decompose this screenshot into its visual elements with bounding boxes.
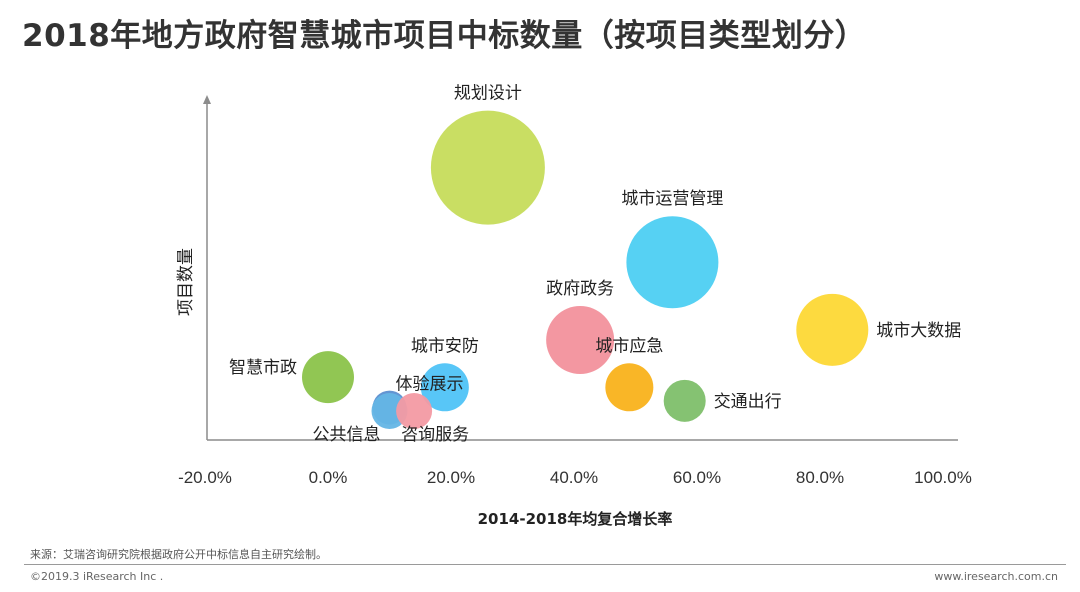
source-note: 来源：艾瑞咨询研究院根据政府公开中标信息自主研究绘制。 — [30, 548, 327, 561]
bubble — [626, 216, 719, 309]
bubble-label: 城市大数据 — [876, 321, 961, 341]
y-axis-title: 项目数量 — [176, 248, 196, 316]
bubble-label: 城市应急 — [595, 336, 663, 356]
x-axis-title: 2014-2018年均复合增长率 — [478, 510, 673, 528]
x-tick-label: 0.0% — [309, 468, 348, 487]
x-tick-label: 60.0% — [673, 468, 721, 487]
chart-axes: -20.0% 0.0% 20.0% 40.0% 60.0% 80.0% 100.0% 2014… — [176, 95, 972, 528]
x-tick-label: 20.0% — [427, 468, 475, 487]
x-tick-label: -20.0% — [178, 468, 232, 487]
bubble — [302, 351, 354, 404]
footer-divider — [24, 564, 1066, 565]
bubble — [430, 110, 545, 225]
x-tick-label: 40.0% — [550, 468, 598, 487]
bubble-label: 智慧市政 — [229, 358, 297, 378]
x-tick-label: 80.0% — [796, 468, 844, 487]
bubble-label: 规划设计 — [454, 84, 522, 104]
bubble — [796, 293, 869, 366]
page-title: 2018年地方政府智慧城市项目中标数量（按项目类型划分） — [22, 18, 867, 54]
copyright-text: ©2019.3 iResearch Inc . — [30, 570, 164, 583]
x-tick-label: 100.0% — [914, 468, 972, 487]
chart-bubbles — [302, 110, 869, 429]
website-link[interactable]: www.iresearch.com.cn — [934, 570, 1058, 583]
bubble — [396, 392, 433, 429]
bubble-label: 公共信息 — [313, 425, 381, 445]
bubble — [420, 363, 469, 412]
bubble-label: 交通出行 — [714, 392, 782, 412]
bubble — [605, 363, 654, 412]
bubble — [663, 379, 706, 422]
bubble-label: 城市运营管理 — [621, 189, 723, 209]
bubble-label: 体验展示 — [396, 375, 464, 395]
bubble-label: 城市安防 — [411, 336, 479, 356]
bubble — [371, 392, 408, 429]
y-axis-arrow — [203, 95, 211, 104]
bubble-label: 政府政务 — [546, 279, 614, 299]
bubble-label: 咨询服务 — [401, 425, 469, 445]
bubble — [546, 305, 615, 374]
